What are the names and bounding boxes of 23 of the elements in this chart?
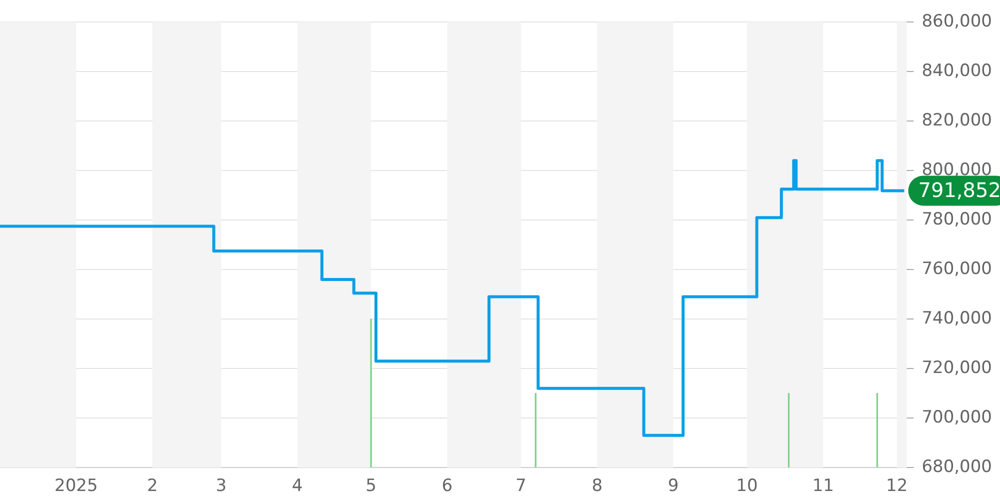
x-tick-label: 10 [736,476,758,496]
y-tick-label: 780,000 [922,209,992,230]
x-tick-label: 7 [516,476,526,496]
y-tick-label: 700,000 [922,408,992,428]
y-tick-label: 820,000 [922,110,992,130]
x-tick-label: 2025 [54,476,98,496]
y-tick-label: 720,000 [922,358,992,378]
x-tick-label: 3 [216,476,227,496]
x-tick-label: 6 [442,476,453,496]
x-tick-label: 4 [292,476,303,496]
x-tick-label: 5 [366,476,376,496]
y-tick-label: 800,000 [922,160,992,180]
x-tick-label: 12 [886,476,908,496]
y-tick-label: 860,000 [922,11,992,32]
x-tick-label: 2 [146,476,158,496]
x-tick-label: 8 [592,476,603,496]
y-tick-label: 760,000 [922,258,992,279]
annotation: 791,852 [918,178,1000,202]
y-tick-label: 680,000 [922,457,992,478]
x-tick-label: 9 [668,476,679,496]
x-tick-label: 11 [812,476,834,496]
y-tick-label: 740,000 [922,308,992,328]
y-tick-label: 840,000 [922,60,992,81]
